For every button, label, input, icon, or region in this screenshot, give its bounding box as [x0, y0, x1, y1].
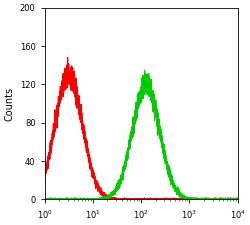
Y-axis label: Counts: Counts [4, 86, 14, 121]
